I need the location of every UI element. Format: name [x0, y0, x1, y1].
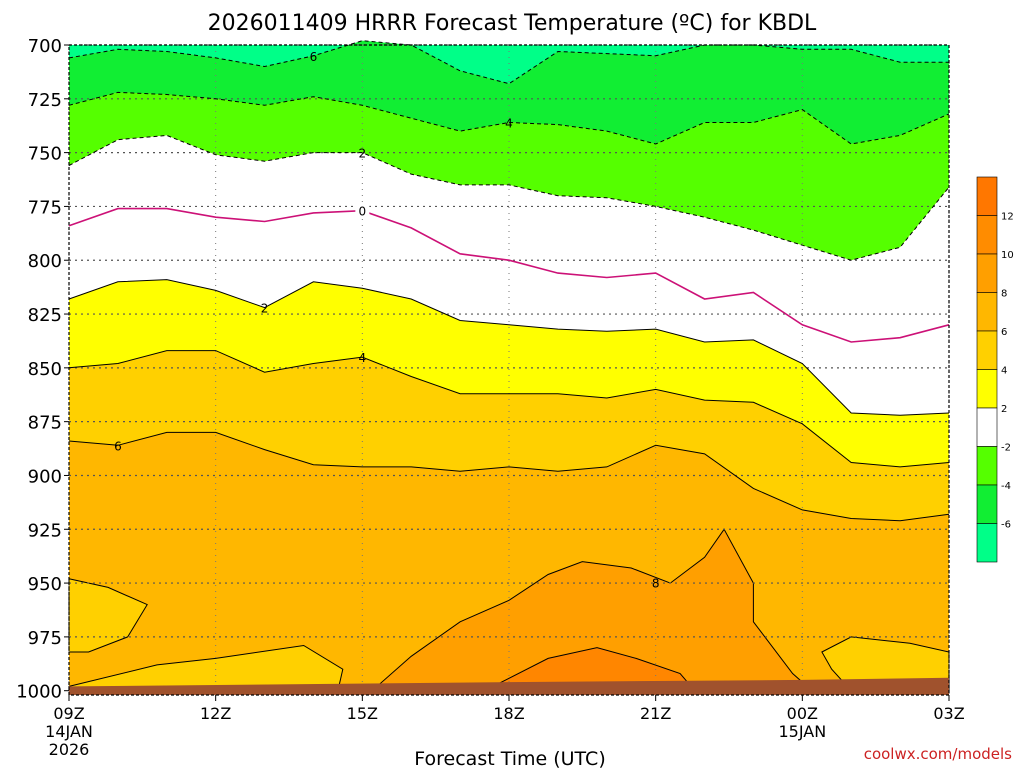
ground-surface — [69, 677, 949, 695]
x-year-09Z: 2026 — [49, 740, 90, 759]
colorbar-bin-4-to-6 — [976, 330, 998, 370]
y-tick-925: 925 — [28, 520, 62, 541]
x-tick-00Z: 00Z — [787, 704, 818, 723]
isotherm-8-label: 8 — [652, 576, 660, 590]
plot-area: 6 4 2 0 2 4 6 8 — [68, 40, 950, 696]
isotherm-label-bg-0 — [355, 202, 370, 218]
colorbar-bin--2-to-2 — [976, 407, 998, 447]
isotherm--4 — [68, 91, 950, 145]
x-tick-18Z: 18Z — [493, 704, 524, 723]
isotherm-label-0: 0 — [359, 205, 367, 219]
y-tick-975: 975 — [28, 628, 62, 649]
isotherm-label-4: 4 — [359, 351, 367, 365]
y-tick-1000: 1000 — [16, 682, 62, 703]
colorbar-bin--4-to--2 — [976, 446, 998, 486]
colorbar-bin--6-to--4 — [976, 484, 998, 524]
x-tick-03Z: 03Z — [933, 704, 964, 723]
chart-title: 2026011409 HRRR Forecast Temperature (ºC… — [208, 11, 817, 36]
colorbar-label--6: -6 — [1001, 520, 1011, 531]
colorbar-label-10: 10 — [1001, 250, 1014, 261]
colorbar-bin-12-to-14 — [976, 176, 998, 216]
colorbar-label-6: 6 — [1001, 327, 1007, 338]
band-below-minus6 — [69, 40, 949, 84]
isotherm-label--4: 4 — [505, 116, 513, 130]
isotherm--2 — [68, 134, 950, 261]
x-tick-15Z: 15Z — [347, 704, 378, 723]
colorbar-label-4: 4 — [1001, 366, 1007, 377]
colorbar-label-2: 2 — [1001, 404, 1007, 415]
colorbar-bin--8-to--6 — [976, 523, 998, 563]
colorbar-label-12: 12 — [1001, 212, 1014, 223]
y-tick-725: 725 — [28, 90, 62, 111]
band-minus6-to-minus4 — [69, 40, 949, 145]
x-tick-09Z: 09Z — [53, 704, 84, 723]
band-0-to-2 — [69, 208, 949, 416]
band-minus4-to-minus2 — [69, 92, 949, 261]
colorbar-label-8: 8 — [1001, 289, 1007, 300]
isotherm-label--6: 6 — [310, 50, 318, 64]
isotherm-label-6: 6 — [114, 439, 122, 453]
colorbar-label--2: -2 — [1001, 443, 1011, 454]
y-tick-800: 800 — [28, 251, 62, 272]
isotherm-4 — [68, 350, 950, 468]
y-tick-900: 900 — [28, 466, 62, 487]
colorbar-bin-2-to-4 — [976, 369, 998, 409]
isotherm-2 — [68, 279, 950, 416]
y-tick-950: 950 — [28, 574, 62, 595]
colorbar-bin-10-to-12 — [976, 215, 998, 255]
credit-text: coolwx.com/models — [864, 745, 1012, 763]
isotherm-0 — [68, 207, 950, 343]
y-tick-825: 825 — [28, 305, 62, 326]
y-axis: 700 725 750 775 800 825 850 875 900 925 950 975 1000 — [16, 36, 69, 703]
colorbar-label--4: -4 — [1001, 481, 1011, 492]
isotherm--6 — [68, 40, 949, 85]
isotherm-6 — [68, 431, 950, 522]
y-tick-850: 850 — [28, 359, 62, 380]
x-date-09Z: 14JAN — [45, 722, 93, 741]
y-tick-750: 750 — [28, 144, 62, 165]
colorbar-bin-6-to-8 — [976, 292, 998, 332]
isotherm-label-2: 2 — [261, 302, 269, 316]
isotherm-8-region-0 — [371, 528, 813, 692]
colorbar: 12 10 8 6 4 2 -2 -4 -6 — [976, 176, 1014, 563]
x-axis-title: Forecast Time (UTC) — [414, 748, 605, 768]
band-2-to-4 — [69, 279, 949, 467]
x-tick-21Z: 21Z — [640, 704, 671, 723]
y-tick-775: 775 — [28, 197, 62, 218]
isotherm-8-region-1 — [484, 647, 696, 692]
band-minus2-to-0 — [69, 135, 949, 342]
y-tick-875: 875 — [28, 413, 62, 434]
x-tick-12Z: 12Z — [200, 704, 231, 723]
colorbar-bin-8-to-10 — [976, 253, 998, 293]
x-date-00Z: 15JAN — [778, 722, 826, 741]
y-tick-700: 700 — [28, 36, 62, 57]
isotherm-label--2: 2 — [359, 147, 367, 161]
